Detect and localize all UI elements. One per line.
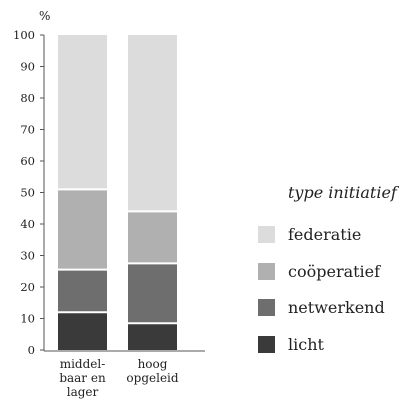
- bar-stack: [128, 35, 177, 350]
- bar-segment-netwerkend: [58, 269, 107, 313]
- x-category-label: hoog opgeleid: [126, 357, 178, 385]
- y-tick-label: 70: [20, 123, 35, 137]
- x-category-label-line: lager: [67, 385, 99, 399]
- bar-stack: [58, 35, 107, 350]
- legend-swatch: [258, 226, 275, 243]
- legend-title: type initiatief: [288, 183, 400, 202]
- x-category-label: middel-baar en lager: [59, 357, 106, 399]
- y-tick-label: 20: [20, 280, 35, 294]
- bar-segment-federatie: [58, 35, 107, 190]
- x-category-label-line: opgeleid: [126, 371, 178, 385]
- y-axis-unit-label: %: [39, 9, 50, 23]
- y-tick-label: 80: [20, 91, 35, 105]
- x-category-label-line: baar en: [59, 371, 106, 385]
- legend-swatch: [258, 336, 275, 353]
- bar-segment-co-peratief: [128, 211, 177, 264]
- y-tick-label: 0: [28, 343, 35, 357]
- legend-label: netwerkend: [288, 298, 385, 317]
- legend-swatch: [258, 263, 275, 280]
- y-tick-label: 40: [20, 217, 35, 231]
- bar-segment-netwerkend: [128, 263, 177, 324]
- y-tick-label: 50: [20, 186, 35, 200]
- bar-segment-licht: [128, 323, 177, 350]
- bar-segment-co-peratief: [58, 189, 107, 270]
- y-axis: 0 10 20 30 40 50 60 70 80 90 100: [13, 28, 45, 357]
- bar-segment-federatie: [128, 35, 177, 212]
- legend-swatch: [258, 299, 275, 316]
- legend-label: licht: [288, 335, 325, 354]
- legend-label: coöperatief: [288, 262, 381, 281]
- legend: type initiatief federatie coöperatief netw…: [258, 183, 400, 354]
- legend-label: federatie: [288, 225, 361, 244]
- x-category-label-line: hoog: [138, 357, 168, 371]
- y-tick-label: 10: [20, 312, 35, 326]
- bar-segment-licht: [58, 312, 107, 350]
- y-tick-label: 60: [20, 154, 35, 168]
- y-tick-label: 100: [13, 28, 35, 42]
- y-tick-label: 30: [20, 249, 35, 263]
- x-category-label-line: middel-: [60, 357, 106, 371]
- bars-group: [58, 35, 177, 350]
- y-tick-label: 90: [20, 60, 35, 74]
- x-category-labels: middel-baar en lager hoog opgeleid: [59, 357, 179, 399]
